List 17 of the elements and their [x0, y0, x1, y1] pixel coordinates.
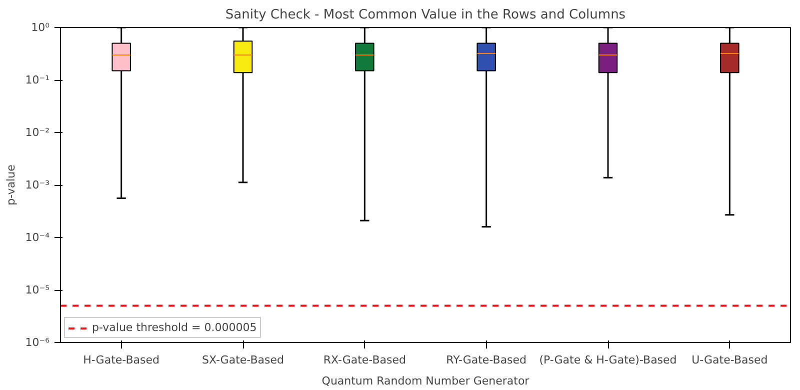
x-tick-label: RX-Gate-Based — [323, 354, 406, 366]
y-tick-label: 10⁰ — [31, 21, 50, 34]
x-tick-label: SX-Gate-Based — [202, 354, 284, 366]
y-tick-label: 10⁻⁵ — [25, 284, 50, 296]
x-tick-label: (P-Gate & H-Gate)-Based — [539, 354, 677, 366]
x-tick-label: RY-Gate-Based — [446, 354, 527, 366]
legend-label: p-value threshold = 0.000005 — [92, 321, 257, 334]
chart-title: Sanity Check - Most Common Value in the Rows and Columns — [225, 8, 626, 22]
y-tick-label: 10⁻⁶ — [25, 336, 50, 349]
y-tick-label: 10⁻⁴ — [25, 231, 50, 244]
x-tick-label: U-Gate-Based — [692, 354, 768, 366]
y-tick-label: 10⁻² — [25, 126, 50, 139]
x-axis-title: Quantum Random Number Generator — [322, 374, 530, 388]
x-tick-label: H-Gate-Based — [83, 354, 160, 366]
y-tick-label: 10⁻³ — [25, 178, 50, 192]
y-axis-title: p-value — [4, 164, 18, 206]
y-tick-label: 10⁻¹ — [25, 74, 50, 86]
